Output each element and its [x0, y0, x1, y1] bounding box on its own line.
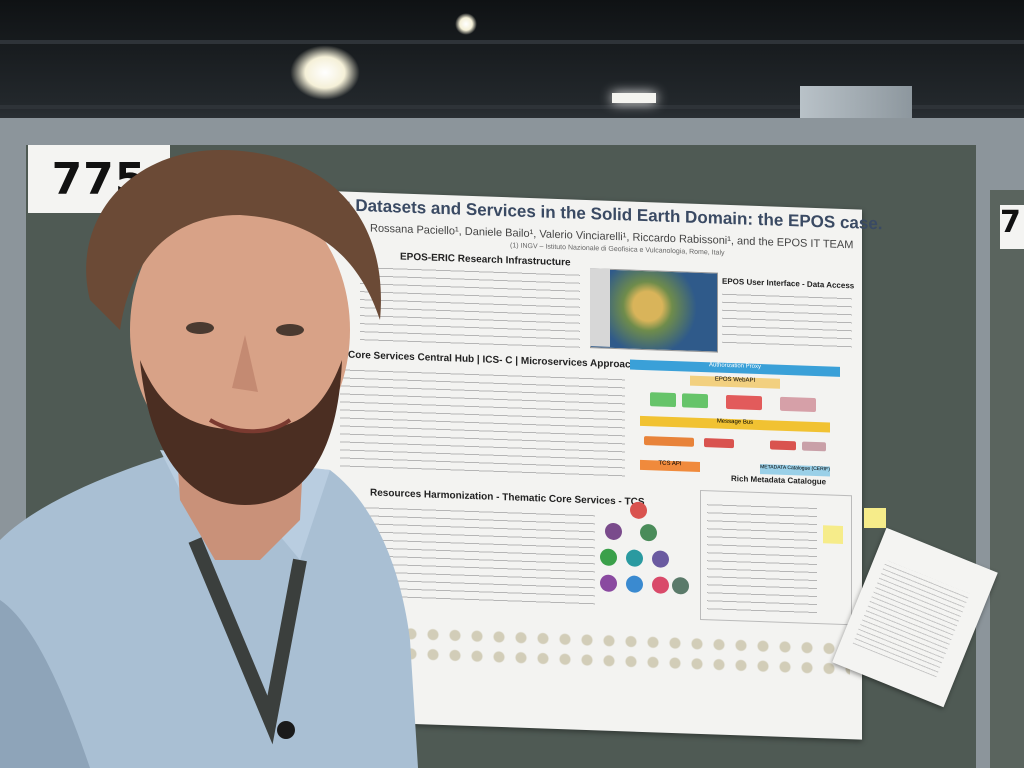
lanyard	[188, 537, 307, 745]
ceiling-beam	[0, 105, 1024, 109]
shirt	[0, 455, 418, 768]
adjacent-booth-number-card: 7	[1000, 205, 1024, 249]
left-eye	[186, 322, 214, 334]
head	[130, 190, 350, 470]
right-eye	[276, 324, 304, 336]
sticky-note	[864, 508, 886, 528]
ceiling-light	[290, 45, 360, 100]
ceiling-beam	[0, 40, 1024, 44]
nose	[232, 335, 258, 392]
hair	[86, 150, 381, 330]
mouth	[208, 418, 292, 434]
ceiling-light-small	[455, 13, 477, 35]
shirt-shadow	[0, 600, 90, 768]
ceiling-light-bar	[612, 93, 656, 103]
adjacent-booth-number: 7	[1000, 205, 1021, 240]
lanyard-clip	[277, 721, 295, 739]
poster-board-adjacent	[990, 190, 1024, 768]
